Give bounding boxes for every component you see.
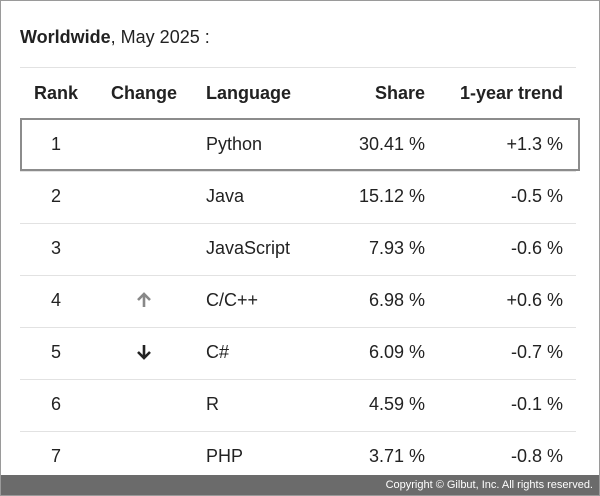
divider [20, 327, 576, 328]
share-cell: 4.59 % [368, 394, 425, 414]
up-arrow-icon [137, 292, 151, 307]
row-highlight [20, 118, 580, 171]
title-bold: Worldwide [20, 27, 111, 47]
down-arrow-icon [137, 345, 151, 360]
column-header: Share [374, 83, 425, 103]
column-header: Language [206, 83, 292, 103]
divider [20, 223, 576, 224]
share-cell: 7.93 % [368, 238, 425, 258]
divider [20, 67, 576, 68]
language-cell: Java [206, 186, 245, 206]
share-cell: 6.09 % [368, 342, 425, 362]
trend-cell: +0.6 % [506, 290, 563, 310]
title-rest: , May 2025 : [110, 27, 210, 47]
share-cell: 3.71 % [368, 446, 425, 466]
footer: Copyright © Gilbut, Inc. All rights rese… [1, 475, 599, 495]
trend-cell: -0.1 % [510, 394, 563, 414]
language-cell: PHP [206, 446, 244, 466]
rank-cell: 3 [50, 238, 61, 258]
share-cell: 15.12 % [358, 186, 425, 206]
language-cell: R [206, 394, 219, 414]
language-cell: Python [206, 134, 263, 154]
share-cell: 30.41 % [358, 134, 425, 154]
trend-cell: -0.5 % [510, 186, 563, 206]
divider [20, 379, 576, 380]
rank-cell: 6 [50, 394, 61, 414]
language-cell: JavaScript [206, 238, 291, 258]
language-cell: C# [206, 342, 230, 362]
divider [20, 431, 576, 432]
rank-cell: 1 [50, 134, 61, 154]
column-header: Change [110, 83, 177, 103]
rank-cell: 2 [50, 186, 61, 206]
language-cell: C/C++ [206, 290, 259, 310]
rank-cell: 5 [50, 342, 61, 362]
divider [20, 171, 576, 172]
trend-cell: -0.8 % [510, 446, 563, 466]
rank-cell: 4 [50, 290, 61, 310]
title: Worldwide, May 2025 : [20, 27, 210, 48]
trend-cell: +1.3 % [506, 134, 563, 154]
trend-cell: -0.7 % [510, 342, 563, 362]
rank-cell: 7 [50, 446, 61, 466]
column-header: 1-year trend [459, 83, 563, 103]
share-cell: 6.98 % [368, 290, 425, 310]
trend-cell: -0.6 % [510, 238, 563, 258]
column-header: Rank [33, 83, 78, 103]
divider [20, 275, 576, 276]
